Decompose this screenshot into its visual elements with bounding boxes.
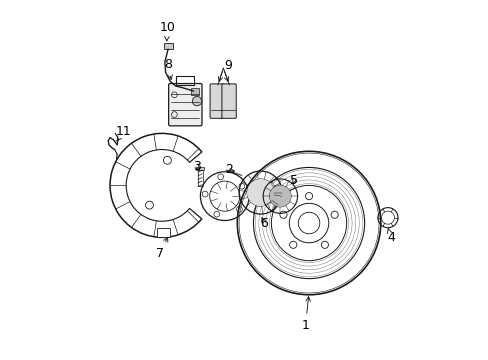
- Text: 6: 6: [260, 216, 267, 230]
- Bar: [190, 88, 198, 95]
- Text: 1: 1: [301, 297, 310, 332]
- Text: 5: 5: [289, 174, 297, 187]
- Text: 4: 4: [386, 228, 394, 244]
- Text: 11: 11: [116, 125, 131, 141]
- Circle shape: [269, 185, 290, 207]
- Text: 10: 10: [159, 21, 175, 41]
- Text: 2: 2: [225, 163, 233, 176]
- Text: 9: 9: [224, 59, 232, 72]
- Text: 8: 8: [164, 58, 172, 80]
- FancyBboxPatch shape: [222, 84, 236, 118]
- Bar: [157, 228, 170, 237]
- Circle shape: [192, 96, 201, 106]
- FancyBboxPatch shape: [210, 84, 224, 118]
- FancyBboxPatch shape: [168, 84, 202, 126]
- Text: 7: 7: [156, 237, 167, 260]
- Bar: [163, 42, 172, 49]
- Bar: [196, 167, 203, 170]
- Circle shape: [246, 179, 274, 206]
- Bar: [197, 170, 202, 186]
- Text: 3: 3: [192, 160, 201, 173]
